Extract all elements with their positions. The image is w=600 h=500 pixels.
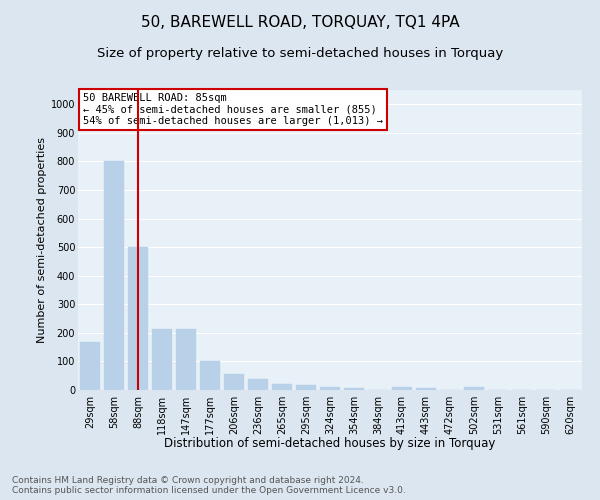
- Bar: [176, 328, 196, 390]
- Bar: [392, 387, 412, 390]
- Bar: [320, 387, 340, 390]
- Bar: [224, 374, 244, 390]
- Bar: [152, 328, 172, 390]
- Bar: [128, 247, 148, 390]
- Bar: [416, 388, 436, 390]
- Bar: [344, 388, 364, 390]
- Text: Contains HM Land Registry data © Crown copyright and database right 2024.
Contai: Contains HM Land Registry data © Crown c…: [12, 476, 406, 495]
- Text: Size of property relative to semi-detached houses in Torquay: Size of property relative to semi-detach…: [97, 48, 503, 60]
- Bar: [296, 385, 316, 390]
- Text: 50, BAREWELL ROAD, TORQUAY, TQ1 4PA: 50, BAREWELL ROAD, TORQUAY, TQ1 4PA: [140, 15, 460, 30]
- Bar: [200, 362, 220, 390]
- Bar: [272, 384, 292, 390]
- Bar: [104, 162, 124, 390]
- Bar: [80, 342, 100, 390]
- Bar: [248, 379, 268, 390]
- Y-axis label: Number of semi-detached properties: Number of semi-detached properties: [37, 137, 47, 343]
- Bar: [464, 387, 484, 390]
- X-axis label: Distribution of semi-detached houses by size in Torquay: Distribution of semi-detached houses by …: [164, 437, 496, 450]
- Text: 50 BAREWELL ROAD: 85sqm
← 45% of semi-detached houses are smaller (855)
54% of s: 50 BAREWELL ROAD: 85sqm ← 45% of semi-de…: [83, 93, 383, 126]
